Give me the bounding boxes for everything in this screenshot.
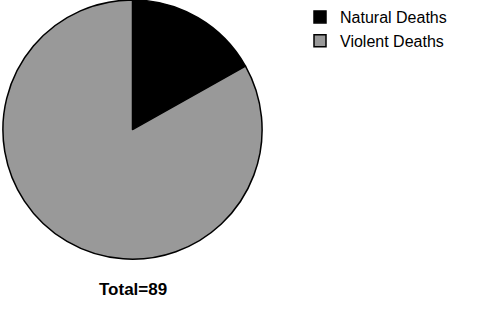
svg-text:Natural Deaths: Natural Deaths <box>340 9 447 26</box>
svg-text:Total=89: Total=89 <box>99 280 167 299</box>
svg-text:Violent Deaths: Violent Deaths <box>340 33 444 50</box>
